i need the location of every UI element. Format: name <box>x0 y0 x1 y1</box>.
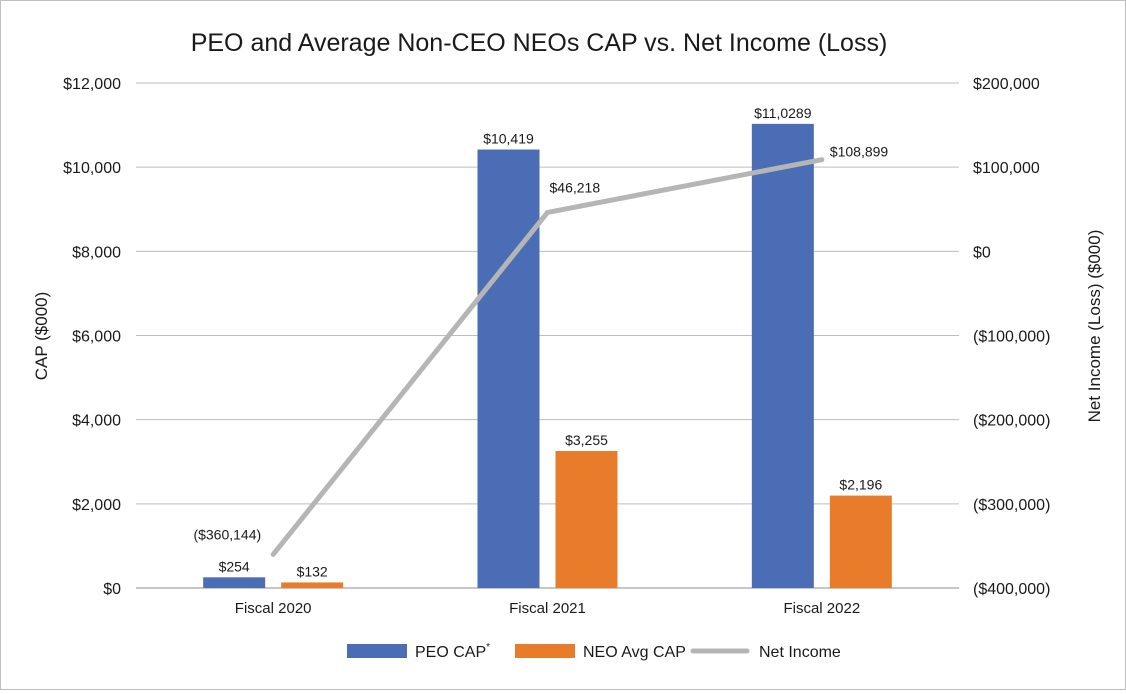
chart-title: PEO and Average Non-CEO NEOs CAP vs. Net… <box>191 29 888 57</box>
bar-data-label: $3,255 <box>565 432 608 448</box>
net-income-line-group: ($360,144) $46,218 $108,899 <box>193 144 889 557</box>
legend-label: PEO CAP* <box>415 642 490 661</box>
category-labels: Fiscal 2020 Fiscal 2021 Fiscal 2022 <box>235 600 860 617</box>
y-tick-label: $0 <box>103 581 121 598</box>
y-axis-title: CAP ($000) <box>32 292 51 381</box>
bar-data-label: $2,196 <box>839 477 882 493</box>
legend: PEO CAP* NEO Avg CAP Net Income <box>347 642 841 661</box>
y2-tick-label: $0 <box>973 244 991 261</box>
y-tick-label: $4,000 <box>72 413 121 430</box>
y2-tick-label: $100,000 <box>973 160 1040 177</box>
bar <box>751 123 814 588</box>
y-tick-label: $12,000 <box>63 76 121 93</box>
y2-tick-label: ($400,000) <box>973 581 1050 598</box>
bar <box>281 582 344 588</box>
bar-data-label: $254 <box>219 558 250 574</box>
legend-label: NEO Avg CAP <box>583 644 686 661</box>
net-income-line <box>270 157 825 557</box>
y2-tick-label: ($300,000) <box>973 497 1050 514</box>
bar-data-label: $132 <box>297 563 328 579</box>
x-tick-label: Fiscal 2022 <box>783 600 860 617</box>
x-tick-label: Fiscal 2021 <box>509 600 586 617</box>
legend-swatch <box>347 644 407 658</box>
y-tick-label: $2,000 <box>72 497 121 514</box>
y2-tick-label: ($200,000) <box>973 413 1050 430</box>
y-tick-label: $6,000 <box>72 329 121 346</box>
bar-data-label: $11,0289 <box>754 105 812 121</box>
bar-data-label: $10,419 <box>483 131 534 147</box>
bar <box>477 149 540 588</box>
bar <box>829 495 892 588</box>
grid-lines <box>136 82 959 589</box>
legend-superscript: * <box>486 642 490 653</box>
bar <box>555 451 618 588</box>
y2-axis-ticks: ($400,000) ($300,000) ($200,000) ($100,000)… <box>973 76 1050 598</box>
legend-label: Net Income <box>759 644 841 661</box>
line-data-label: ($360,144) <box>193 526 261 542</box>
line-data-label: $108,899 <box>830 144 889 160</box>
bars: $254 $10,419 $11,0289 $132 $3,255 $2,196 <box>203 105 892 588</box>
y2-axis-title: Net Income (Loss) ($000) <box>1085 230 1104 423</box>
y2-tick-label: ($100,000) <box>973 329 1050 346</box>
line-data-label: $46,218 <box>550 179 601 195</box>
x-tick-label: Fiscal 2020 <box>235 600 312 617</box>
y-axis-ticks: $0 $2,000 $4,000 $6,000 $8,000 $10,000 $12,000 <box>63 76 121 598</box>
y-tick-label: $10,000 <box>63 160 121 177</box>
legend-swatch <box>515 644 575 658</box>
y2-tick-label: $200,000 <box>973 76 1040 93</box>
y-tick-label: $8,000 <box>72 244 121 261</box>
bar <box>203 577 266 588</box>
